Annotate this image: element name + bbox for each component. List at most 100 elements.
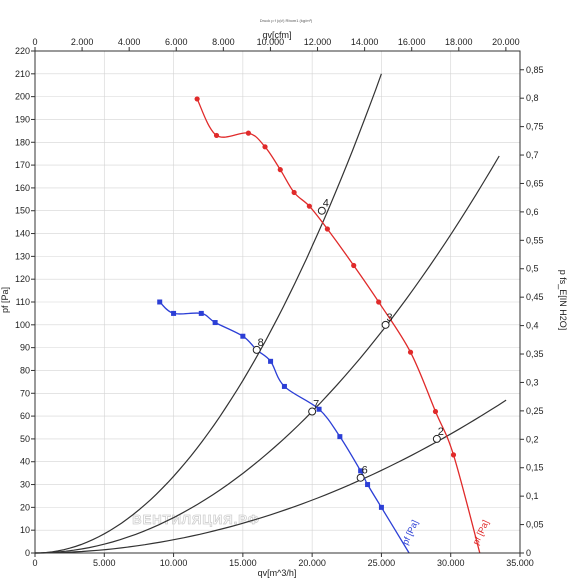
operating-point-marker: [432, 434, 441, 443]
y-left-tick-label: 40: [20, 457, 30, 467]
operating-point-label: 2: [438, 426, 444, 438]
y-right-tick-label: 0,1: [526, 491, 539, 501]
series-1-point: [432, 408, 439, 415]
y-right-tick-label: 0,3: [526, 377, 539, 387]
x-top-tick-label: 8.000: [212, 37, 235, 47]
y-right-tick-label: 0,7: [526, 150, 539, 160]
x-bottom-tick-label: 30.000: [437, 558, 465, 568]
series-2-point: [365, 482, 371, 488]
y-left-tick-label: 60: [20, 411, 30, 421]
y-right-tick-label: 0,05: [526, 520, 544, 530]
system-curve-1: [34, 73, 382, 554]
y-left-tick-label: 50: [20, 434, 30, 444]
x-bottom-tick-label: 25.000: [368, 558, 396, 568]
operating-point-label: 3: [387, 312, 393, 324]
x-bottom-tick-label: 35.000: [506, 558, 534, 568]
y-left-tick-label: 30: [20, 480, 30, 490]
operating-point-marker: [381, 320, 390, 329]
y-left-tick-label: 110: [16, 297, 30, 307]
y-right-tick-label: 0,45: [526, 292, 544, 302]
y-right-tick-label: 0,35: [526, 349, 544, 359]
y-right-tick-label: 0,85: [526, 65, 544, 75]
x-top-tick-label: 18.000: [445, 37, 473, 47]
operating-point-label: 8: [258, 337, 264, 349]
x-top-tick-label: 12.000: [304, 37, 332, 47]
series-1-point: [351, 262, 357, 269]
system-curve-2: [34, 155, 500, 554]
x-bottom-axis-title: qv[m^3/h]: [258, 568, 297, 578]
series-2-point: [198, 310, 204, 316]
y-left-tick-label: 150: [15, 206, 30, 216]
series-1-point: [291, 189, 297, 196]
y-left-tick-label: 170: [15, 160, 30, 170]
y-left-tick-label: 100: [15, 320, 30, 330]
operating-point-label: 4: [323, 198, 329, 210]
y-left-tick-label: 0: [25, 548, 30, 558]
y-left-tick-label: 120: [15, 274, 30, 284]
series-1-point: [376, 299, 382, 305]
y-left-tick-label: 90: [20, 343, 30, 353]
series-1-point: [245, 130, 251, 136]
series-2-point: [240, 333, 246, 339]
y-left-tick-label: 220: [15, 46, 30, 56]
series-1-line: [196, 98, 481, 554]
x-top-tick-label: 14.000: [351, 37, 379, 47]
watermark: ВЕНТИЛЯЦИЯ.РФ: [132, 512, 260, 527]
x-top-tick-label: 16.000: [398, 37, 426, 47]
y-left-tick-label: 190: [15, 114, 30, 124]
series-1-point: [213, 132, 220, 139]
x-top-ticks: 0 2.000 4.000 6.000 8.000 10.000 12.000 14.000 1…: [32, 37, 520, 51]
y-left-tick-label: 140: [15, 229, 30, 239]
operating-point-label: 7: [313, 399, 319, 411]
series-1-point: [407, 349, 414, 355]
y-right-tick-label: 0,25: [526, 406, 544, 416]
y-right-axis-title: p fs_E[IN H2O]: [558, 270, 568, 331]
operating-point-marker: [356, 473, 365, 482]
y-right-tick-label: 0: [526, 548, 531, 558]
series-2-point: [316, 406, 322, 412]
x-top-tick-label: 0: [32, 37, 37, 47]
series-2-point: [281, 383, 287, 389]
x-bottom-tick-label: 0: [32, 558, 37, 568]
x-bottom-tick-label: 20.000: [298, 558, 326, 568]
y-left-axis-title: pf [Pa]: [0, 287, 10, 313]
chart-caption: Druck p f (qV) Rbom1 (kg/m³): [260, 18, 313, 23]
y-left-tick-label: 20: [20, 502, 30, 512]
operating-point-marker: [308, 407, 317, 416]
operating-points: 4 3 2 8 7 6: [252, 198, 444, 482]
series-2-label: pf [Pa]: [400, 519, 420, 547]
y-left-tick-label: 180: [15, 137, 30, 147]
grid: [34, 50, 521, 554]
y-left-tick-label: 10: [20, 525, 30, 535]
series-1-point: [262, 144, 268, 150]
series-1-point: [306, 203, 312, 209]
series-2-point: [212, 320, 218, 326]
x-bottom-tick-label: 5.000: [93, 558, 116, 568]
series-1-point: [324, 226, 330, 232]
series-2-point: [157, 299, 163, 305]
x-top-axis-title: qv[cfm]: [262, 30, 291, 40]
y-right-ticks: 0 0,05 0,1 0,15 0,2 0,25 0,3 0,35 0,4 0,45 0,5 0,55…: [520, 65, 544, 558]
y-right-tick-label: 0,15: [526, 463, 544, 473]
y-right-tick-label: 0,55: [526, 235, 544, 245]
y-right-tick-label: 0,8: [526, 93, 539, 103]
x-top-tick-label: 20.000: [492, 37, 520, 47]
system-curves: [34, 73, 507, 554]
y-right-tick-label: 0,6: [526, 207, 539, 217]
series-1-label: pf [Pa]: [471, 519, 491, 547]
y-right-tick-label: 0,2: [526, 434, 539, 444]
operating-point-marker: [317, 206, 326, 215]
series-2-point: [378, 504, 384, 510]
y-left-tick-label: 160: [15, 183, 30, 193]
y-right-tick-label: 0,4: [526, 321, 539, 331]
series-1-point: [277, 167, 283, 173]
operating-point-label: 6: [362, 465, 368, 477]
system-curve-3: [35, 399, 507, 554]
operating-point-marker: [252, 345, 261, 354]
y-right-tick-label: 0,75: [526, 122, 544, 132]
y-left-tick-label: 200: [15, 92, 30, 102]
series-1-point: [450, 452, 457, 458]
x-bottom-tick-label: 10.000: [160, 558, 188, 568]
series-2-point: [171, 310, 177, 316]
x-top-tick-label: 6.000: [165, 37, 188, 47]
